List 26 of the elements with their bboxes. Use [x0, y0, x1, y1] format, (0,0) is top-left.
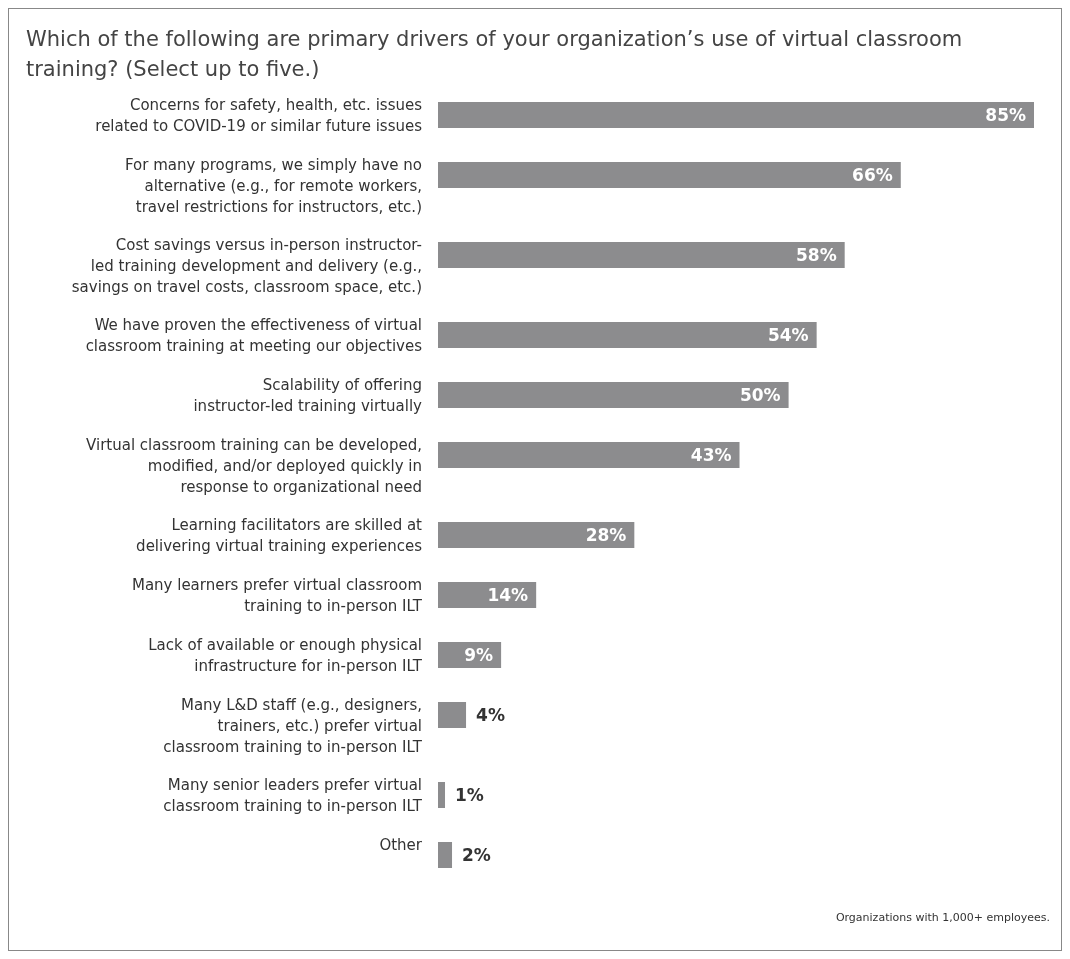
y-tick-label: Virtual classroom training can be developed, modified, and/or deployed quickly in response to organizational need [86, 435, 422, 496]
y-tick-label: Concerns for safety, health, etc. issues related to COVID-19 or similar future issues [95, 95, 423, 135]
data-label: 66% [852, 164, 893, 185]
y-tick-label: Scalability of offering instructor-led training virtually [193, 375, 423, 415]
data-label: 4% [476, 704, 505, 725]
data-label: 54% [767, 324, 809, 345]
data-label: 85% [985, 104, 1026, 125]
data-label: 1% [455, 784, 484, 805]
data-label: 14% [487, 584, 529, 605]
y-tick-label: Many L&D staff (e.g., designers, trainers, etc.) prefer virtual classroom training to in-person ILT [163, 695, 423, 756]
y-tick-label: We have proven the effectiveness of virtual classroom training at meeting our objectives [85, 315, 423, 355]
y-tick-label: Learning facilitators are skilled at delivering virtual training experiences [136, 515, 423, 555]
y-tick-label: Many learners prefer virtual classroom training to in-person ILT [131, 575, 423, 615]
data-label: 50% [739, 384, 781, 405]
data-label: 9% [464, 644, 494, 665]
y-tick-label: Other [379, 835, 423, 854]
chart-title: Which of the following are primary drivers of your organization’s use of virtual classroom training? (Select up to five.) [26, 27, 963, 81]
data-label: 28% [585, 524, 627, 545]
data-label: 43% [690, 444, 732, 465]
y-tick-label: Cost savings versus in-person instructor- led training development and delivery (e.g., savings on travel costs, classroom space, etc.) [71, 235, 422, 296]
y-tick-label: For many programs, we simply have no alternative (e.g., for remote workers, travel restrictions for instructors, etc.) [125, 155, 422, 216]
text: Organizations with 1,000+ employees. [835, 911, 1050, 924]
data-label: 2% [462, 844, 491, 865]
y-tick-label: Lack of available or enough physical infrastructure for in-person ILT [148, 635, 423, 675]
y-tick-label: Many senior leaders prefer virtual classroom training to in-person ILT [163, 775, 423, 815]
data-label: 58% [795, 244, 837, 265]
